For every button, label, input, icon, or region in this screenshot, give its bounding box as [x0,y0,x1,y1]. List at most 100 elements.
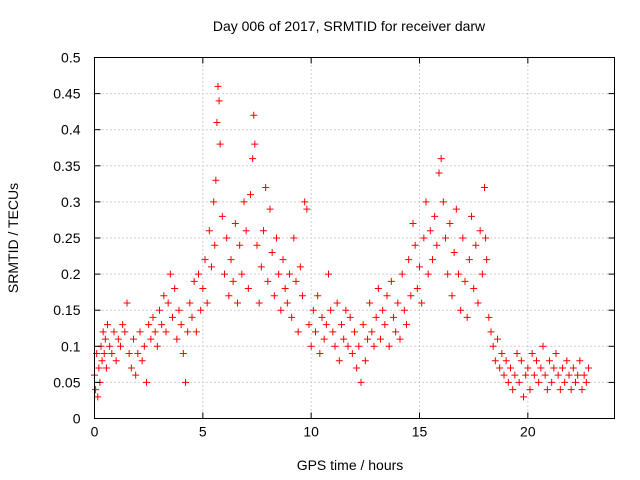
x-tick-label: 15 [412,424,428,440]
data-point [153,342,161,350]
data-point [439,198,447,206]
data-point [94,393,102,401]
data-point [264,277,272,285]
data-point [424,270,432,278]
data-point [199,285,207,293]
data-point [396,335,404,343]
data-point [502,357,510,365]
data-point [517,357,525,365]
data-point [236,241,244,249]
data-point [188,313,196,321]
data-point [528,350,536,358]
data-point [572,378,579,386]
data-point [420,234,428,242]
data-point [281,285,289,293]
data-point [569,364,577,372]
data-point [231,220,239,228]
data-point [351,328,358,336]
data-point [277,306,285,314]
grid [94,57,615,419]
data-point [166,270,174,278]
y-tick-label: 0.45 [53,86,80,102]
data-point [494,335,501,343]
data-point [476,227,484,235]
data-point [251,140,259,148]
data-point [442,234,449,242]
data-point [470,285,478,293]
data-point [507,364,514,372]
data-point [520,393,527,401]
data-point [117,342,124,350]
data-point [253,241,261,249]
y-tick-label: 0.3 [61,194,81,210]
data-point [211,241,219,249]
data-point [214,82,222,90]
data-point [407,292,415,300]
data-point [574,371,582,379]
data-point [213,118,221,126]
data-point [147,335,155,343]
data-point [316,350,324,358]
data-point [429,256,436,264]
data-point [257,263,265,271]
y-tick-label: 0.4 [61,122,81,138]
data-point [186,299,194,307]
data-point [448,292,456,300]
data-point [325,270,332,278]
axis-ticks: 0 0.05 0.1 0.15 0.2 0.25 0.3 0.35 0.4 0.45 0.5 0 5 10… [53,50,615,440]
data-point [250,111,258,119]
data-point [119,321,127,329]
data-point [314,292,322,300]
data-point [312,328,319,336]
y-tick-label: 0 [73,411,81,427]
data-point [132,371,140,379]
data-point [394,299,402,307]
data-point [485,313,493,321]
data-point [140,342,148,350]
data-point [95,364,103,372]
data-point [461,277,469,285]
data-point [455,270,462,278]
data-point [576,357,584,365]
data-point [361,357,369,365]
data-point [338,321,345,329]
data-point [270,292,278,300]
data-point [578,386,586,394]
data-point [182,378,189,386]
data-point [216,140,224,148]
data-point [177,321,185,329]
data-point [465,256,473,264]
data-point [515,378,523,386]
data-point [160,292,168,300]
data-point [533,357,540,365]
data-point [379,306,387,314]
data-point [377,335,384,343]
data-point [162,328,170,336]
data-point [387,277,395,285]
data-point [541,371,549,379]
data-point [357,378,365,386]
data-point [114,335,122,343]
data-point [526,386,534,394]
data-point [543,386,551,394]
data-point [511,371,519,379]
data-point [164,299,172,307]
data-point [353,364,361,372]
data-point [225,292,233,300]
data-point [342,306,350,314]
data-point [305,321,313,329]
data-point [374,285,382,293]
data-point [205,227,213,235]
data-point [333,299,341,307]
data-point [452,205,460,213]
data-point [444,270,452,278]
data-point [288,313,296,321]
data-point [234,299,241,307]
data-point [294,328,302,336]
data-point [340,335,348,343]
data-point [223,234,231,242]
data-point [478,270,486,278]
data-point [145,321,153,329]
data-point [472,241,480,249]
data-point [524,364,532,372]
